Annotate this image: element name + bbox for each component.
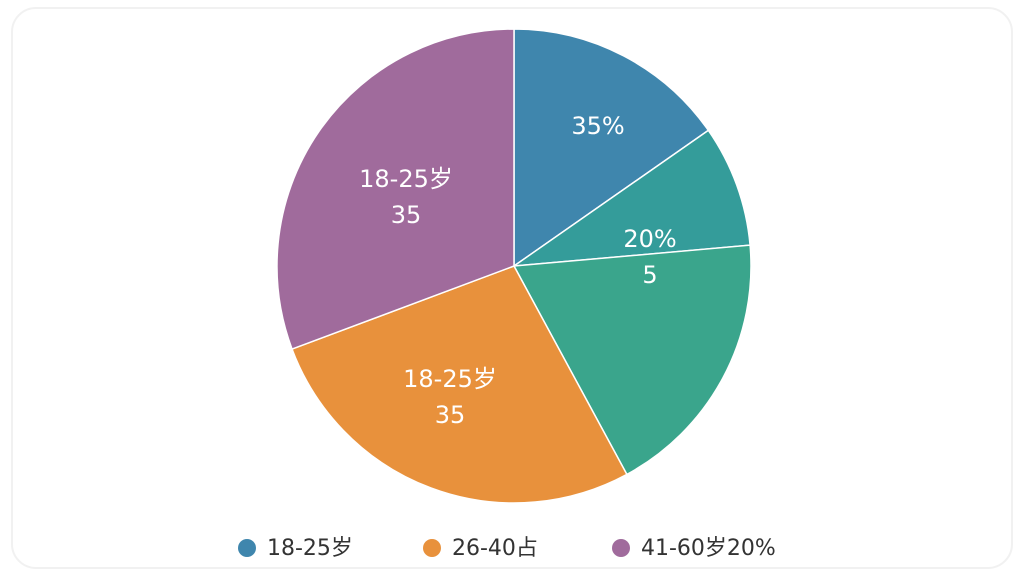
legend-label: 26-40占 bbox=[452, 536, 538, 561]
slice-label: 35 bbox=[435, 401, 466, 429]
labels: 35% 20% 5 18-25岁 35 18-25岁 35 bbox=[359, 112, 677, 429]
slice-label: 20% bbox=[623, 225, 676, 253]
legend-label: 41-60岁20% bbox=[641, 536, 776, 561]
legend-marker bbox=[423, 539, 441, 557]
slice-label: 35% bbox=[571, 112, 624, 140]
legend-marker bbox=[612, 539, 630, 557]
pie-slice bbox=[276, 28, 515, 351]
pie-slice bbox=[513, 28, 710, 268]
pie bbox=[276, 28, 752, 504]
pie-slice bbox=[511, 129, 751, 267]
pie-slice bbox=[291, 265, 628, 504]
legend: 18-25岁 26-40占 41-60岁20% bbox=[238, 536, 776, 561]
legend-marker bbox=[238, 539, 256, 557]
legend-label: 18-25岁 bbox=[267, 536, 353, 561]
slice-label: 18-25岁 bbox=[359, 165, 453, 193]
pie-slice bbox=[512, 244, 752, 476]
slice-label: 35 bbox=[391, 201, 422, 229]
slice-label: 18-25岁 bbox=[403, 365, 497, 393]
slice-label: 5 bbox=[642, 261, 657, 289]
